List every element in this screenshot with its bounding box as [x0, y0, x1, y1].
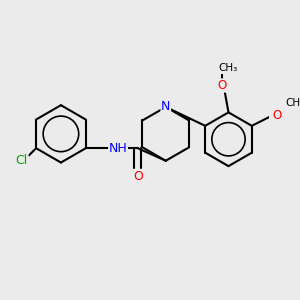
Text: CH₃: CH₃: [219, 64, 238, 74]
Text: CH₃: CH₃: [285, 98, 300, 107]
Text: O: O: [272, 109, 281, 122]
Text: NH: NH: [109, 142, 128, 155]
Text: O: O: [133, 170, 143, 183]
Text: N: N: [161, 100, 170, 113]
Text: O: O: [218, 79, 227, 92]
Text: Cl: Cl: [16, 154, 28, 167]
